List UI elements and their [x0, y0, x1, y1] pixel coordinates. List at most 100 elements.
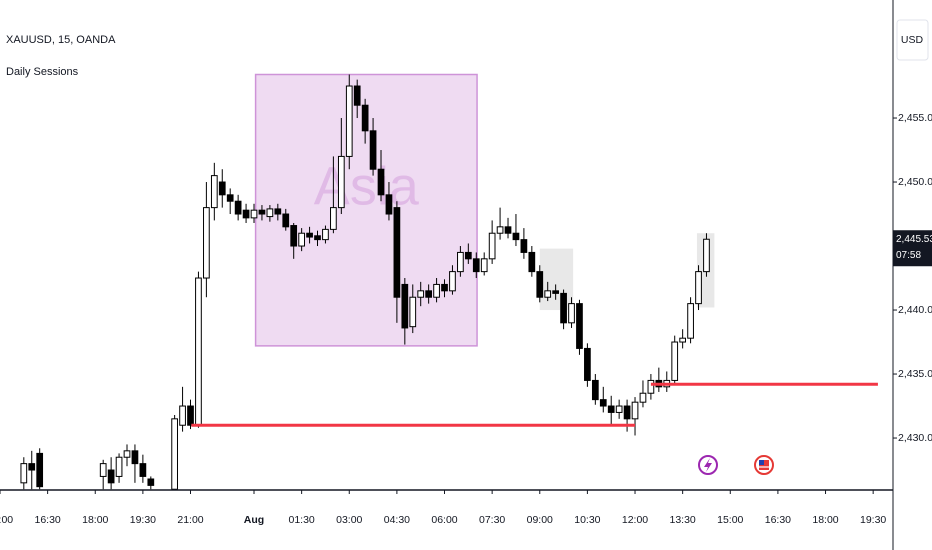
x-tick-label: Aug	[244, 514, 264, 526]
economic-event-icon[interactable]	[754, 455, 774, 475]
currency[interactable]: USD	[901, 34, 924, 46]
candle-body	[195, 277, 202, 426]
candle-body	[187, 405, 194, 426]
candle-body	[544, 290, 552, 298]
candle-body	[306, 232, 313, 238]
candle-body	[615, 405, 623, 413]
candle-body	[274, 208, 282, 215]
candle-body	[703, 238, 710, 273]
candle-body	[36, 452, 44, 488]
candle-body	[234, 200, 242, 215]
plot-area: Asia	[20, 73, 715, 490]
x-tick-label: 16:30	[34, 514, 60, 526]
candle-body	[171, 418, 178, 490]
x-tick-label: 09:00	[527, 514, 553, 526]
candle-body	[314, 235, 321, 241]
candle-body	[647, 379, 655, 394]
x-tick-label: 01:30	[288, 514, 314, 526]
x-tick-label: 21:00	[177, 514, 203, 526]
x-tick-label: 19:30	[130, 514, 156, 526]
x-tick-label: 04:30	[384, 514, 410, 526]
candle-body	[623, 405, 631, 420]
x-tick-label: 19:30	[860, 514, 886, 526]
candle-body	[393, 207, 401, 298]
candle-body	[337, 155, 345, 209]
currency-button[interactable]	[896, 19, 929, 61]
candle-body	[401, 283, 409, 329]
x-tick-label: 18:00	[812, 514, 838, 526]
y-tick-label: 2,435.000	[898, 368, 932, 380]
candle-body	[504, 226, 512, 234]
candle-body	[528, 251, 536, 273]
candle-body	[457, 251, 464, 273]
candle-body	[123, 450, 131, 458]
candle-body	[433, 283, 440, 298]
candle-body	[147, 478, 155, 486]
candle-body	[488, 232, 496, 260]
candle-body	[441, 283, 448, 292]
candle-body	[568, 303, 575, 324]
event-icon[interactable]	[698, 455, 718, 475]
candle-body	[203, 207, 210, 279]
candle-body	[258, 209, 266, 215]
candle-body	[298, 232, 305, 247]
candle-body	[107, 469, 115, 484]
candle-body	[687, 303, 694, 339]
y-tick-label: 2,450.000	[898, 176, 932, 188]
session-label: Asia	[314, 156, 420, 216]
candle-body	[290, 225, 298, 247]
candle-body	[591, 379, 599, 401]
candle-body	[631, 401, 639, 420]
candle-body	[218, 181, 226, 196]
candle-body	[210, 175, 218, 209]
candle-body	[266, 208, 274, 218]
candle-body	[512, 232, 520, 241]
candle-body	[417, 290, 425, 298]
x-tick-label: 03:00	[336, 514, 362, 526]
candle-body	[409, 296, 417, 328]
candle-body	[139, 463, 147, 477]
candle-body	[20, 463, 28, 484]
y-tick-label: 2,430.000	[898, 432, 932, 444]
candle-body	[496, 226, 504, 234]
candle-body	[679, 337, 687, 343]
last-price-label: 2,445.530	[896, 234, 932, 245]
candle-body	[115, 456, 123, 477]
candle-body	[361, 104, 369, 132]
candle-body	[330, 207, 337, 230]
candle-body	[599, 399, 607, 407]
candle-body	[552, 290, 560, 294]
candle-body	[425, 290, 432, 298]
candle-body	[377, 168, 385, 196]
candle-body	[385, 194, 393, 215]
candle-body	[179, 405, 186, 426]
candle-body	[369, 130, 377, 170]
lightning	[704, 458, 712, 472]
x-tick-label: 10:30	[574, 514, 600, 526]
y-tick-label: 2,455.000	[898, 112, 932, 124]
y-tick-label: 2,440.000	[898, 304, 932, 316]
candle-body	[131, 450, 139, 465]
candle-body	[536, 271, 544, 298]
candle-body	[322, 228, 329, 241]
flag-canton	[759, 460, 764, 465]
candle-body	[576, 303, 583, 349]
x-tick-label: 18:00	[82, 514, 108, 526]
last-price-box	[893, 230, 932, 267]
indicator-name: Daily Sessions	[6, 66, 79, 78]
candle-body	[607, 405, 615, 413]
countdown: 07:58	[896, 250, 921, 261]
candle-body	[353, 85, 361, 106]
candle-body	[99, 463, 107, 477]
candle-body	[639, 392, 647, 403]
candle-body	[695, 271, 702, 305]
x-tick-label: 16:30	[765, 514, 791, 526]
overlay	[191, 382, 878, 427]
candle-body	[282, 213, 290, 228]
candle-body	[472, 258, 480, 273]
x-tick-label: 13:30	[670, 514, 696, 526]
x-tick-label: 06:00	[431, 514, 457, 526]
session-box	[539, 248, 574, 311]
candle-body	[345, 85, 353, 157]
